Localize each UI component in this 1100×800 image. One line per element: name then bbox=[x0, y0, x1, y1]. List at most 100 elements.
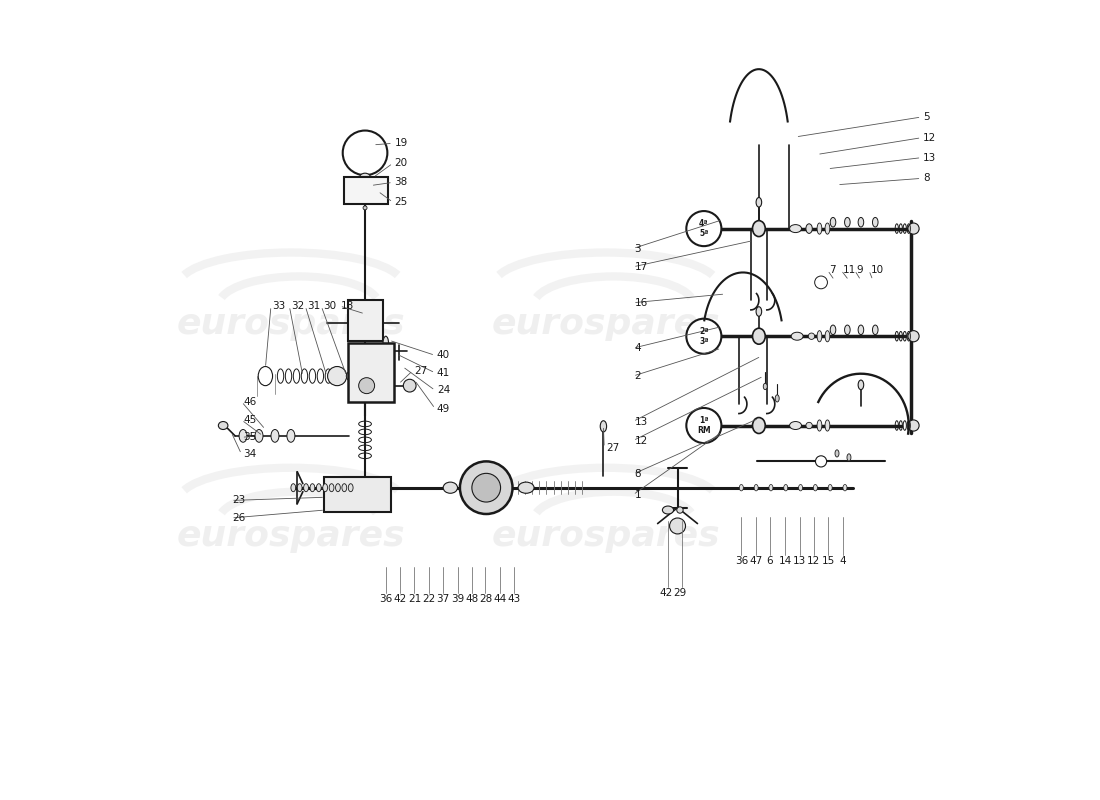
Text: 19: 19 bbox=[395, 138, 408, 148]
FancyBboxPatch shape bbox=[349, 299, 384, 341]
Circle shape bbox=[908, 420, 920, 431]
Ellipse shape bbox=[304, 484, 308, 492]
Ellipse shape bbox=[342, 484, 346, 492]
Text: 48: 48 bbox=[465, 594, 478, 604]
Text: 26: 26 bbox=[233, 513, 246, 523]
Text: 20: 20 bbox=[395, 158, 408, 168]
Ellipse shape bbox=[799, 485, 803, 491]
Text: 41: 41 bbox=[437, 368, 450, 378]
Text: 39: 39 bbox=[451, 594, 464, 604]
Ellipse shape bbox=[219, 422, 228, 430]
Text: 33: 33 bbox=[273, 301, 286, 311]
Text: 35: 35 bbox=[243, 433, 256, 442]
Text: 45: 45 bbox=[243, 415, 256, 425]
Ellipse shape bbox=[825, 223, 829, 234]
Ellipse shape bbox=[806, 224, 812, 234]
Ellipse shape bbox=[662, 506, 673, 514]
Text: 34: 34 bbox=[243, 450, 256, 459]
Ellipse shape bbox=[872, 218, 878, 227]
Text: 38: 38 bbox=[395, 178, 408, 187]
Text: 11: 11 bbox=[843, 265, 856, 275]
Ellipse shape bbox=[297, 484, 302, 492]
Text: 37: 37 bbox=[437, 594, 450, 604]
Ellipse shape bbox=[835, 450, 839, 457]
Ellipse shape bbox=[255, 430, 263, 442]
Ellipse shape bbox=[784, 485, 788, 491]
Text: 30: 30 bbox=[322, 301, 335, 311]
Text: 42: 42 bbox=[394, 594, 407, 604]
FancyBboxPatch shape bbox=[349, 342, 394, 402]
Text: 8: 8 bbox=[923, 174, 930, 183]
FancyBboxPatch shape bbox=[323, 477, 390, 512]
Ellipse shape bbox=[322, 484, 328, 492]
Circle shape bbox=[714, 226, 720, 232]
Text: 6: 6 bbox=[767, 556, 773, 566]
Circle shape bbox=[686, 211, 722, 246]
Ellipse shape bbox=[739, 485, 744, 491]
Text: eurospares: eurospares bbox=[177, 307, 405, 342]
Ellipse shape bbox=[790, 225, 802, 233]
Text: 10: 10 bbox=[870, 265, 883, 275]
Ellipse shape bbox=[349, 484, 353, 492]
Ellipse shape bbox=[346, 372, 352, 380]
Ellipse shape bbox=[808, 333, 815, 339]
Text: 40: 40 bbox=[437, 350, 450, 360]
Text: 3: 3 bbox=[635, 243, 641, 254]
Circle shape bbox=[686, 408, 722, 443]
Circle shape bbox=[714, 422, 720, 429]
Text: 4ª
5ª: 4ª 5ª bbox=[700, 219, 708, 238]
Circle shape bbox=[670, 518, 685, 534]
Text: 42: 42 bbox=[659, 588, 672, 598]
Text: 1: 1 bbox=[635, 490, 641, 500]
Circle shape bbox=[908, 223, 920, 234]
Ellipse shape bbox=[858, 325, 864, 334]
Ellipse shape bbox=[813, 485, 817, 491]
Circle shape bbox=[343, 130, 387, 175]
Ellipse shape bbox=[443, 482, 458, 494]
Text: 1ª
RM: 1ª RM bbox=[697, 416, 711, 435]
Ellipse shape bbox=[362, 183, 369, 188]
Ellipse shape bbox=[239, 430, 248, 442]
Text: 17: 17 bbox=[635, 262, 648, 272]
Text: 8: 8 bbox=[635, 469, 641, 479]
Text: 5: 5 bbox=[923, 112, 930, 122]
FancyBboxPatch shape bbox=[343, 177, 388, 204]
Text: 29: 29 bbox=[673, 588, 686, 598]
Ellipse shape bbox=[756, 306, 761, 316]
Ellipse shape bbox=[258, 366, 273, 386]
Ellipse shape bbox=[336, 484, 340, 492]
Text: 32: 32 bbox=[290, 301, 305, 311]
Ellipse shape bbox=[763, 383, 767, 390]
Ellipse shape bbox=[752, 418, 766, 434]
Circle shape bbox=[908, 330, 920, 342]
Text: 12: 12 bbox=[635, 436, 648, 446]
Text: 4: 4 bbox=[635, 343, 641, 353]
Text: eurospares: eurospares bbox=[492, 518, 720, 553]
Text: 46: 46 bbox=[243, 397, 256, 406]
Ellipse shape bbox=[360, 173, 371, 182]
Text: 2ª
3ª: 2ª 3ª bbox=[700, 326, 708, 346]
Text: eurospares: eurospares bbox=[492, 307, 720, 342]
Text: 24: 24 bbox=[437, 386, 450, 395]
Ellipse shape bbox=[858, 380, 864, 390]
Ellipse shape bbox=[706, 421, 712, 430]
Ellipse shape bbox=[769, 485, 773, 491]
Ellipse shape bbox=[817, 223, 822, 234]
Circle shape bbox=[472, 474, 500, 502]
Ellipse shape bbox=[317, 484, 321, 492]
Circle shape bbox=[460, 462, 513, 514]
Ellipse shape bbox=[383, 336, 388, 350]
Circle shape bbox=[404, 379, 416, 392]
Ellipse shape bbox=[872, 325, 878, 334]
Circle shape bbox=[359, 378, 375, 394]
Text: 22: 22 bbox=[422, 594, 436, 604]
Text: 47: 47 bbox=[749, 556, 762, 566]
Text: 49: 49 bbox=[437, 404, 450, 414]
Text: eurospares: eurospares bbox=[177, 518, 405, 553]
Ellipse shape bbox=[676, 507, 683, 514]
Ellipse shape bbox=[756, 198, 761, 207]
Ellipse shape bbox=[776, 395, 779, 402]
Text: 23: 23 bbox=[233, 495, 246, 506]
Text: 14: 14 bbox=[779, 556, 792, 566]
Text: 7: 7 bbox=[829, 265, 836, 275]
